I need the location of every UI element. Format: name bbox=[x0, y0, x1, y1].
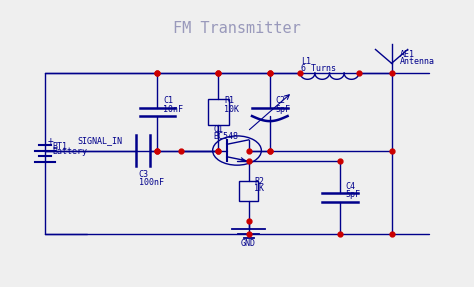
Text: 10nF: 10nF bbox=[163, 104, 183, 114]
Bar bbox=[239, 181, 258, 201]
Bar bbox=[208, 99, 228, 125]
Text: GND: GND bbox=[240, 239, 255, 249]
Text: 100nF: 100nF bbox=[138, 179, 164, 187]
Text: BC548: BC548 bbox=[214, 132, 238, 141]
Text: +: + bbox=[47, 136, 53, 146]
Text: C1: C1 bbox=[163, 96, 173, 105]
Text: FM Transmitter: FM Transmitter bbox=[173, 21, 301, 36]
Text: SIGNAL_IN: SIGNAL_IN bbox=[78, 136, 123, 145]
Text: R1: R1 bbox=[224, 96, 234, 105]
Text: C4: C4 bbox=[346, 182, 356, 191]
Text: C2: C2 bbox=[275, 96, 285, 105]
Text: 1K: 1K bbox=[255, 184, 264, 193]
Text: Battery: Battery bbox=[52, 148, 87, 156]
Text: Antenna: Antenna bbox=[400, 57, 435, 66]
Text: L1: L1 bbox=[301, 57, 311, 66]
Text: Q1: Q1 bbox=[214, 125, 224, 134]
Text: BT1: BT1 bbox=[52, 142, 67, 151]
Text: 10K: 10K bbox=[224, 104, 239, 114]
Text: 5pF: 5pF bbox=[275, 104, 291, 114]
Text: C3: C3 bbox=[138, 170, 149, 179]
Text: R2: R2 bbox=[255, 177, 264, 186]
Text: AE1: AE1 bbox=[400, 50, 415, 59]
Text: 5pF: 5pF bbox=[346, 190, 361, 199]
Text: 6 Turns: 6 Turns bbox=[301, 64, 336, 73]
